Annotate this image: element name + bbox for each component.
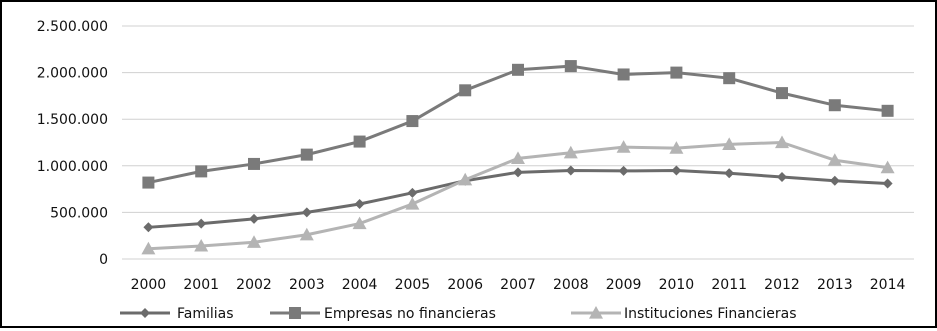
x-tick-label: 2002 <box>236 277 272 293</box>
data-point <box>563 145 578 159</box>
data-point <box>827 153 842 166</box>
legend-label: Familias <box>177 306 234 322</box>
legend-label: Empresas no financieras <box>324 306 496 322</box>
data-point <box>299 227 314 241</box>
y-tick-label: 2.500.000 <box>37 19 108 35</box>
data-point <box>194 238 209 252</box>
data-point <box>617 68 630 81</box>
x-tick-label: 2003 <box>289 277 325 293</box>
data-point <box>458 172 473 186</box>
data-point <box>616 140 631 153</box>
data-point <box>142 176 155 189</box>
data-point <box>354 199 365 210</box>
data-point <box>407 187 418 198</box>
x-tick-label: 2001 <box>183 277 219 293</box>
data-point <box>881 104 894 117</box>
data-point <box>671 165 682 176</box>
legend-marker <box>289 307 301 319</box>
y-tick-label: 0 <box>99 252 108 268</box>
x-tick-label: 2005 <box>395 277 431 293</box>
data-point <box>724 168 735 179</box>
x-tick-label: 2008 <box>553 277 589 293</box>
legend-label: Instituciones Financieras <box>624 306 797 322</box>
series-instituciones-financieras <box>141 135 895 255</box>
data-point <box>777 171 787 182</box>
legend: Familias Empresas no financieras Instituci… <box>120 306 797 322</box>
data-point <box>405 197 420 210</box>
data-point <box>618 165 629 176</box>
data-point <box>247 235 261 248</box>
legend-item: Instituciones Financieras <box>571 306 797 322</box>
data-point <box>723 72 736 85</box>
data-point <box>670 66 683 79</box>
y-tick-label: 1.000.000 <box>37 159 108 175</box>
line-chart: 0 500.000 1.000.000 1.500.000 2.000.000 2.500… <box>37 19 914 322</box>
data-point <box>669 141 684 154</box>
data-point <box>248 157 260 170</box>
data-point <box>301 207 312 218</box>
data-point <box>829 175 840 186</box>
data-point <box>459 84 472 97</box>
x-tick-label: 2009 <box>606 277 642 293</box>
x-tick-label: 2007 <box>500 277 536 293</box>
legend-marker <box>140 308 150 318</box>
x-tick-label: 2012 <box>764 277 800 293</box>
x-tick-label: 2004 <box>342 277 378 293</box>
series-empresas-no-financieras <box>142 60 894 189</box>
data-point <box>882 178 893 189</box>
y-axis-ticks: 0 500.000 1.000.000 1.500.000 2.000.000 2.500… <box>37 19 108 268</box>
series-line <box>148 168 888 229</box>
series-lines <box>141 60 895 255</box>
data-point <box>776 87 788 100</box>
data-point <box>565 165 576 176</box>
data-point <box>775 135 789 149</box>
data-point <box>143 222 154 233</box>
data-point <box>352 216 367 230</box>
data-point <box>564 60 577 73</box>
data-point <box>828 99 841 112</box>
data-point <box>195 165 208 178</box>
data-point <box>406 115 419 128</box>
x-tick-label: 2006 <box>447 277 483 293</box>
legend-item: Empresas no financieras <box>270 306 496 322</box>
data-point <box>300 148 313 161</box>
data-point <box>196 218 207 229</box>
data-point <box>722 137 737 150</box>
x-tick-label: 2014 <box>870 277 906 293</box>
data-point <box>512 63 524 76</box>
data-point <box>353 135 366 148</box>
x-axis-ticks: 2000 2001 2002 2003 2004 2005 2006 2007 2008 2009… <box>131 277 906 293</box>
x-tick-label: 2010 <box>659 277 695 293</box>
x-tick-label: 2011 <box>711 277 747 293</box>
gridlines <box>122 25 914 260</box>
y-tick-label: 2.000.000 <box>37 66 108 82</box>
y-tick-label: 1.500.000 <box>37 112 108 128</box>
data-point <box>513 167 523 178</box>
y-tick-label: 500.000 <box>50 205 108 221</box>
data-point <box>249 213 259 224</box>
data-point <box>511 151 525 164</box>
data-point <box>880 160 895 174</box>
legend-item: Familias <box>120 306 234 322</box>
x-tick-label: 2000 <box>131 277 167 293</box>
series-familias <box>143 165 893 233</box>
data-point <box>141 241 156 255</box>
x-tick-label: 2013 <box>817 277 853 293</box>
legend-marker <box>589 306 603 319</box>
